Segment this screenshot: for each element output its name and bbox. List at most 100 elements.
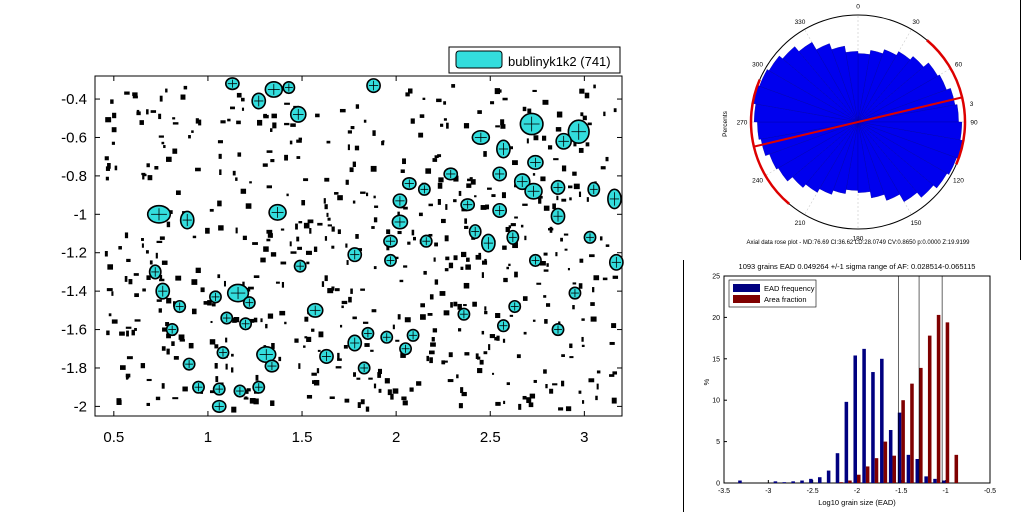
small-grain	[382, 140, 385, 143]
small-grain	[441, 360, 445, 365]
small-grain	[420, 314, 426, 320]
small-grain	[403, 265, 408, 268]
small-grain	[596, 383, 599, 390]
small-grain	[305, 250, 312, 255]
grain	[443, 167, 459, 181]
small-grain	[217, 140, 223, 144]
small-grain	[536, 282, 542, 285]
small-grain	[483, 151, 487, 157]
small-grain	[434, 242, 438, 247]
small-grain	[522, 106, 527, 112]
small-grain	[337, 195, 343, 201]
histogram-bar	[844, 401, 849, 483]
small-grain	[255, 374, 259, 381]
small-grain	[142, 173, 145, 180]
small-grain	[214, 344, 219, 349]
small-grain	[370, 165, 377, 172]
small-grain	[271, 113, 277, 119]
grain	[506, 229, 520, 245]
small-grain	[368, 377, 373, 380]
small-grain	[565, 406, 572, 412]
small-grain	[331, 245, 335, 249]
grain	[211, 399, 227, 413]
small-grain	[159, 95, 163, 102]
small-grain	[457, 303, 462, 310]
small-grain	[484, 258, 487, 262]
small-grain	[443, 310, 450, 316]
small-grain	[613, 108, 617, 113]
small-grain	[329, 396, 335, 400]
rose-petal	[845, 51, 859, 123]
small-grain	[249, 398, 256, 404]
grain-map-y-tick-label: -1.8	[61, 360, 87, 377]
small-grain	[573, 183, 580, 190]
small-grain	[502, 338, 506, 343]
small-grain	[294, 338, 299, 343]
small-grain	[198, 119, 202, 126]
small-grain	[458, 328, 462, 332]
small-grain	[154, 166, 159, 170]
histogram-legend: EAD frequency Area fraction	[728, 279, 817, 308]
grain-map-y-tick-label: -1.4	[61, 283, 87, 300]
small-grain	[453, 255, 458, 261]
grain	[192, 380, 205, 394]
small-grain	[605, 244, 610, 247]
small-grain	[317, 222, 323, 226]
small-grain	[252, 242, 258, 245]
small-grain	[236, 92, 242, 98]
small-grain	[296, 156, 301, 159]
small-grain	[592, 287, 595, 293]
small-grain	[108, 313, 112, 317]
small-grain	[118, 246, 122, 250]
small-grain	[195, 118, 199, 124]
small-grain	[573, 142, 577, 147]
small-grain	[555, 252, 558, 257]
small-grain	[569, 343, 573, 349]
small-grain	[352, 316, 357, 320]
small-grain	[552, 203, 556, 210]
grain	[401, 177, 417, 191]
small-grain	[555, 127, 562, 132]
small-grain	[243, 397, 249, 400]
rose-angle-label: 300	[752, 62, 763, 69]
small-grain	[278, 356, 282, 362]
small-grain	[405, 92, 410, 97]
small-grain	[479, 359, 484, 365]
small-grain	[106, 288, 113, 292]
small-grain	[437, 182, 443, 189]
small-grain	[169, 210, 173, 214]
small-grain	[503, 400, 506, 405]
grain	[392, 193, 408, 209]
small-grain	[323, 198, 326, 204]
small-grain	[345, 243, 348, 248]
small-grain	[532, 89, 537, 93]
small-grain	[188, 135, 191, 139]
rose-petal	[857, 121, 885, 199]
grain	[519, 112, 544, 136]
small-grain	[579, 258, 584, 263]
small-grain	[140, 363, 146, 369]
small-grain	[112, 112, 117, 119]
small-grain	[533, 379, 537, 383]
grain	[417, 182, 431, 196]
small-grain	[327, 288, 334, 294]
histogram-bar	[933, 478, 937, 483]
small-grain	[365, 406, 370, 412]
small-grain	[105, 176, 109, 181]
small-grain	[543, 295, 547, 298]
small-grain	[217, 274, 221, 279]
small-grain	[304, 336, 308, 339]
small-grain	[605, 156, 609, 162]
histogram: 1093 grains EAD 0.049264 +/-1 sigma rang…	[702, 262, 996, 507]
histogram-bar	[880, 358, 884, 483]
small-grain	[445, 256, 450, 261]
small-grain	[472, 301, 477, 307]
small-grain	[158, 135, 164, 138]
small-grain	[235, 177, 238, 181]
small-grain	[111, 141, 115, 145]
small-grain	[467, 178, 471, 182]
small-grain	[450, 302, 453, 308]
rose-petal	[857, 121, 901, 201]
small-grain	[242, 235, 247, 241]
small-grain	[428, 203, 433, 207]
